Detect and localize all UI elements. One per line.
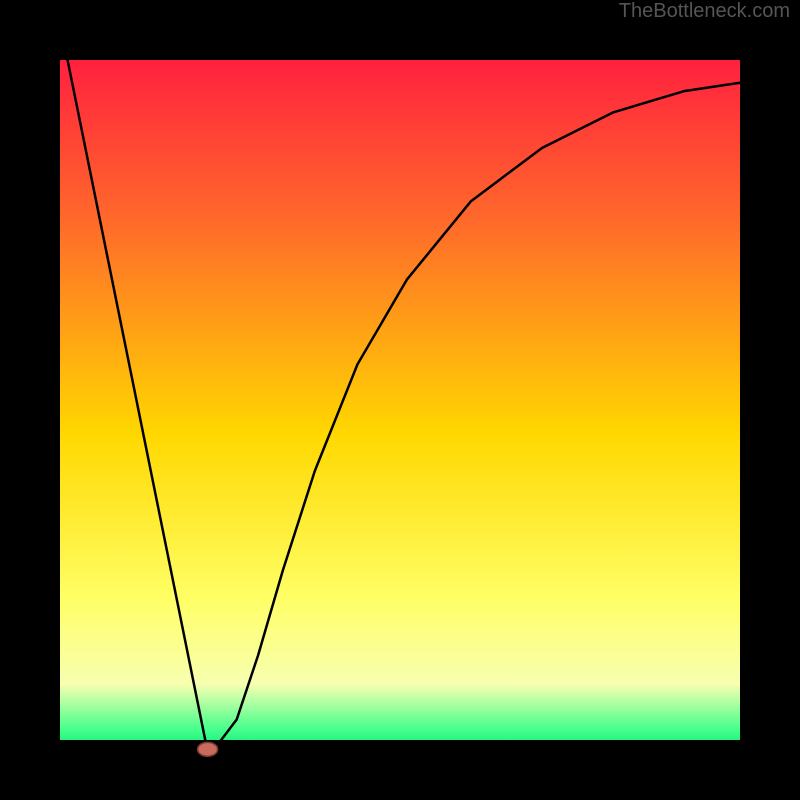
chart-svg <box>0 0 800 800</box>
bottleneck-chart: TheBottleneck.com <box>0 0 800 800</box>
watermark-text: TheBottleneck.com <box>619 0 790 23</box>
optimal-marker <box>198 742 218 756</box>
